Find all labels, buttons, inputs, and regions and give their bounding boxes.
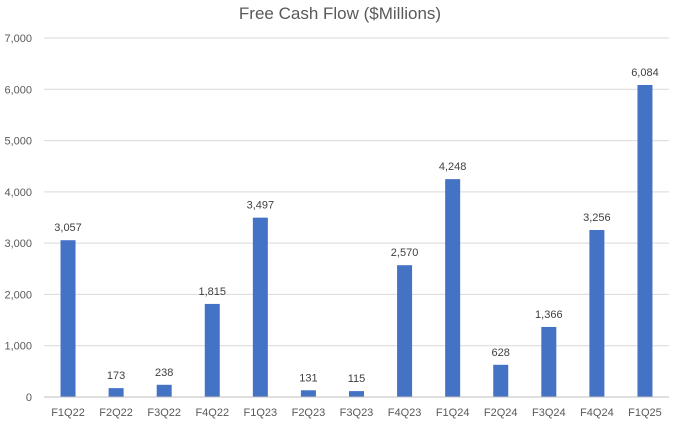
data-label: 2,570 bbox=[391, 247, 419, 259]
bar-f1q22 bbox=[60, 240, 76, 397]
x-tick-label: F2Q22 bbox=[99, 407, 133, 419]
bar-f3q23 bbox=[349, 391, 364, 397]
data-label: 131 bbox=[299, 372, 317, 384]
x-tick-label: F3Q24 bbox=[532, 407, 566, 419]
y-tick-label: 2,000 bbox=[4, 289, 32, 301]
data-label: 3,497 bbox=[247, 200, 275, 212]
data-label: 115 bbox=[348, 373, 366, 385]
x-tick-label: F1Q22 bbox=[51, 407, 85, 419]
bar-f3q24 bbox=[541, 326, 557, 397]
y-tick-label: 0 bbox=[26, 392, 32, 404]
data-label: 1,366 bbox=[535, 309, 563, 321]
y-axis-tick-labels: 0 1,000 2,000 3,000 4,000 5,000 6,000 7,000 bbox=[4, 33, 32, 404]
bar-f3q22 bbox=[156, 384, 172, 397]
data-label: 4,248 bbox=[439, 161, 467, 173]
x-tick-label: F4Q22 bbox=[195, 407, 229, 419]
data-label: 173 bbox=[107, 370, 125, 382]
bar-f2q24 bbox=[493, 364, 509, 397]
bar-f4q24 bbox=[589, 230, 605, 397]
bar-f2q23 bbox=[300, 390, 316, 397]
x-tick-label: F2Q24 bbox=[484, 407, 518, 419]
y-tick-label: 5,000 bbox=[4, 136, 32, 148]
bar-f4q22 bbox=[204, 303, 220, 397]
x-tick-label: F4Q23 bbox=[388, 407, 422, 419]
y-tick-label: 3,000 bbox=[4, 238, 32, 250]
data-label: 6,084 bbox=[631, 67, 659, 79]
x-tick-label: F2Q23 bbox=[292, 407, 326, 419]
data-labels: 3,057 173 238 1,815 3,497 131 115 2,570 4,248 628… bbox=[54, 67, 658, 385]
bar-f1q25 bbox=[637, 84, 653, 397]
x-tick-label: F1Q25 bbox=[628, 407, 662, 419]
data-label: 1,815 bbox=[199, 286, 227, 298]
gridlines bbox=[44, 37, 669, 347]
data-label: 3,256 bbox=[583, 212, 611, 224]
x-tick-label: F4Q24 bbox=[580, 407, 614, 419]
data-label: 3,057 bbox=[54, 222, 82, 234]
x-tick-label: F1Q24 bbox=[436, 407, 470, 419]
y-tick-label: 7,000 bbox=[4, 33, 32, 45]
x-axis-tick-labels: F1Q22 F2Q22 F3Q22 F4Q22 F1Q23 F2Q23 F3Q23 F4Q23… bbox=[51, 407, 662, 419]
chart-title: Free Cash Flow ($Millions) bbox=[239, 4, 441, 23]
data-label: 628 bbox=[492, 347, 510, 359]
y-tick-label: 4,000 bbox=[4, 187, 32, 199]
y-tick-label: 1,000 bbox=[4, 341, 32, 353]
bar-f1q23 bbox=[252, 217, 268, 397]
bar-f1q24 bbox=[445, 179, 461, 397]
x-tick-label: F1Q23 bbox=[244, 407, 278, 419]
bars bbox=[60, 84, 653, 397]
x-tick-label: F3Q22 bbox=[147, 407, 181, 419]
bar-f2q22 bbox=[108, 388, 124, 397]
y-tick-label: 6,000 bbox=[4, 84, 32, 96]
data-label: 238 bbox=[155, 367, 173, 379]
bar-f4q23 bbox=[397, 265, 413, 397]
x-tick-label: F3Q23 bbox=[340, 407, 374, 419]
